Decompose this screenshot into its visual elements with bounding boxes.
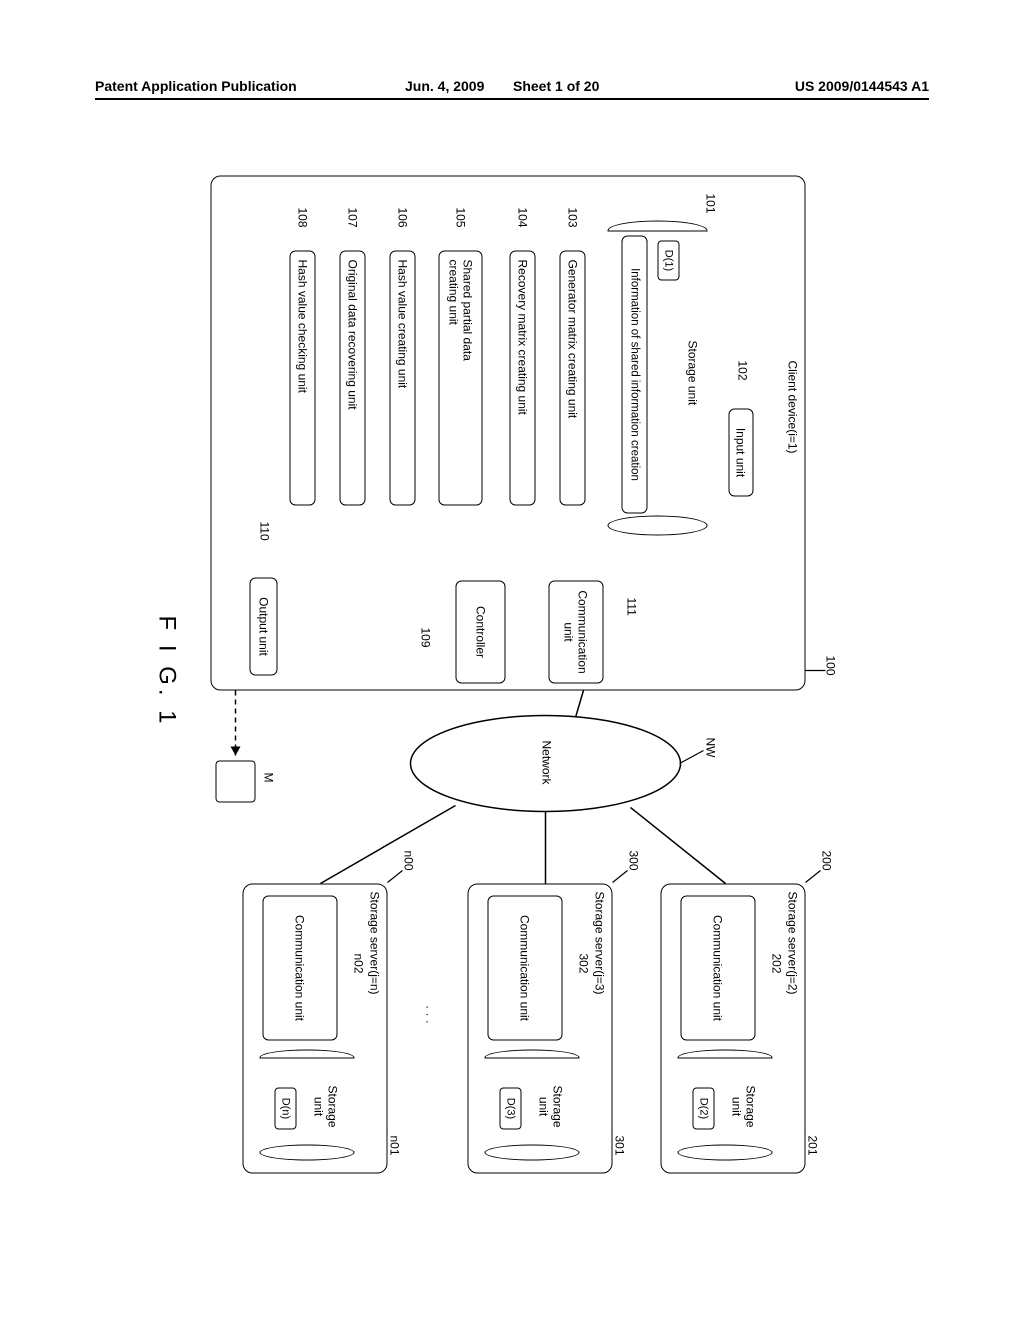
unit-103: Generator matrix creating unit	[560, 251, 586, 506]
ref-104: 104	[516, 208, 530, 228]
server-2-storage-label: Storage unit	[730, 1086, 758, 1128]
client-storage: Storage unit D(1) Information of shared …	[608, 231, 708, 526]
server-2-ref: 200	[820, 851, 834, 871]
server-3-comm-ref: 302	[577, 954, 591, 974]
header-sheet: Sheet 1 of 20	[513, 78, 599, 94]
client-storage-label: Storage unit	[686, 341, 700, 406]
unit-107: Original data recovering unit	[340, 251, 366, 506]
input-unit: Input unit	[729, 409, 754, 497]
client-storage-info: Information of shared information creati…	[622, 236, 648, 514]
server-n-comm-ref: n02	[352, 954, 366, 974]
server-2-d: D(2)	[693, 1088, 715, 1130]
server-ellipsis: ...	[424, 1006, 438, 1028]
output-unit: Output unit	[250, 578, 278, 676]
ref-103: 103	[566, 208, 580, 228]
server-n-comm: Communication unit	[263, 896, 338, 1041]
server-n-storage-ref: n01	[388, 1136, 402, 1156]
server-n-ref: n00	[402, 851, 416, 871]
ref-105: 105	[454, 208, 468, 228]
controller-ref: 109	[419, 628, 433, 648]
input-unit-ref: 102	[736, 361, 750, 381]
server-3-storage-label: Storage unit	[537, 1086, 565, 1128]
server-n-title: Storage server(j=n)	[368, 892, 382, 995]
output-unit-ref: 110	[258, 522, 272, 541]
network-label: Network	[540, 741, 554, 785]
header-right: US 2009/0144543 A1	[795, 78, 929, 94]
page: Patent Application Publication Jun. 4, 2…	[0, 0, 1024, 1320]
ref-106: 106	[396, 208, 410, 228]
server-2-title: Storage server(j=2)	[786, 892, 800, 995]
server-2-comm: Communication unit	[681, 896, 756, 1041]
server-3-comm: Communication unit	[488, 896, 563, 1041]
client-comm-unit: Communication unit	[549, 581, 604, 684]
client-comm-ref: 111	[625, 598, 639, 616]
server-n-storage-label: Storage unit	[312, 1086, 340, 1128]
ref-107: 107	[346, 208, 360, 228]
unit-106: Hash value creating unit	[390, 251, 416, 506]
server-3-title: Storage server(j=3)	[593, 892, 607, 995]
server-n-storage: Storage unit D(n)	[260, 1058, 355, 1153]
client-storage-ref: 101	[704, 194, 718, 214]
figure-label: F I G. 1	[153, 616, 181, 728]
unit-104: Recovery matrix creating unit	[510, 251, 536, 506]
server-3-storage-ref: 301	[613, 1136, 627, 1156]
server-3-ref: 300	[627, 851, 641, 871]
stage: Client device(i=1) 100 Storage unit D(1)…	[131, 136, 876, 1216]
client-ref: 100	[824, 656, 838, 676]
network-ref: NW	[704, 738, 718, 758]
m-box	[216, 761, 256, 803]
figure-1: Client device(i=1) 100 Storage unit D(1)…	[0, 303, 1024, 1048]
header-rule	[95, 98, 929, 100]
server-3-d: D(3)	[500, 1088, 522, 1130]
unit-108: Hash value checking unit	[290, 251, 316, 506]
controller: Controller	[456, 581, 506, 684]
unit-105: Shared partial data creating unit	[439, 251, 483, 506]
server-2-storage: Storage unit D(2)	[678, 1058, 773, 1153]
m-label: M	[262, 773, 276, 783]
client-title: Client device(i=1)	[786, 361, 800, 454]
header-center: Jun. 4, 2009	[405, 78, 484, 94]
server-n-d: D(n)	[275, 1088, 297, 1130]
header-left: Patent Application Publication	[95, 78, 297, 94]
server-2-comm-ref: 202	[770, 954, 784, 974]
client-d1: D(1)	[658, 241, 680, 281]
ref-108: 108	[296, 208, 310, 228]
server-2-storage-ref: 201	[806, 1136, 820, 1156]
server-3-storage: Storage unit D(3)	[485, 1058, 580, 1153]
